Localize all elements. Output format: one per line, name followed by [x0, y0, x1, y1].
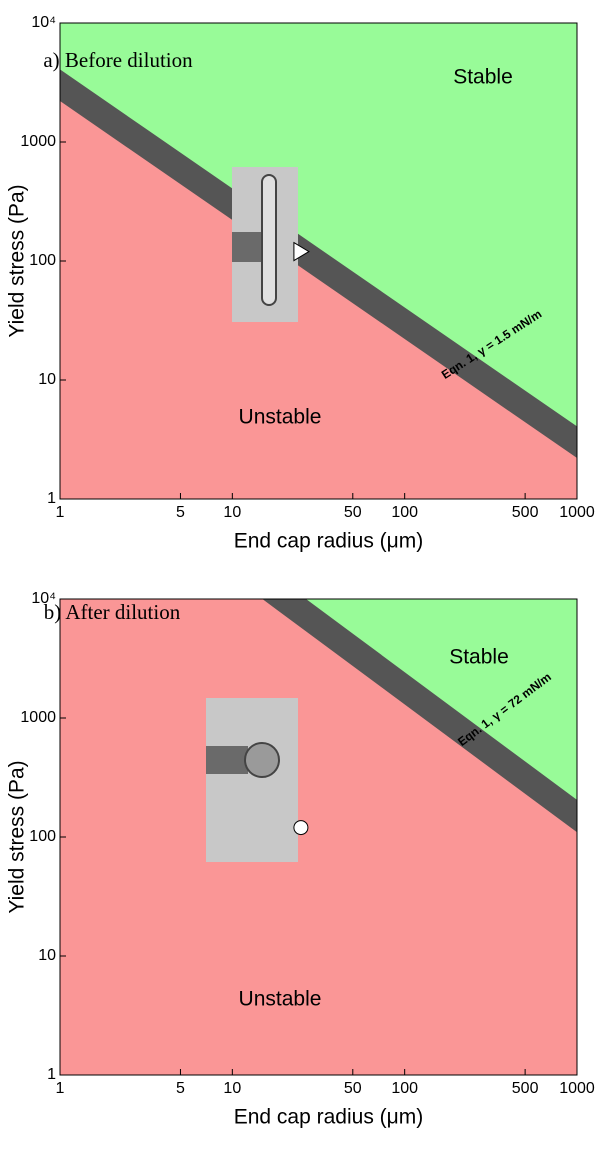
- y-tick-label: 10: [38, 947, 56, 964]
- inset-image: [206, 698, 298, 862]
- x-tick-label: 1000: [559, 504, 595, 521]
- x-tick-label: 1: [56, 1080, 65, 1097]
- y-tick-label: 100: [29, 252, 56, 269]
- figure: Eqn. 1, γ = 1.5 mN/m110100100010⁴1510501…: [0, 0, 603, 1149]
- y-axis-label: Yield stress (Pa): [6, 760, 29, 913]
- y-axis-label: Yield stress (Pa): [6, 184, 29, 337]
- drop: [245, 743, 279, 777]
- pipette: [206, 746, 248, 774]
- y-tick-label: 1000: [20, 133, 56, 150]
- y-tick-label: 10: [38, 371, 56, 388]
- marker: [294, 821, 308, 835]
- panel-title: b) After dilution: [44, 600, 181, 624]
- pipette: [232, 232, 266, 262]
- x-tick-label: 5: [176, 1080, 185, 1097]
- y-tick-label: 100: [29, 828, 56, 845]
- x-axis-label: End cap radius (μm): [234, 530, 424, 553]
- stable-label: Stable: [449, 646, 509, 669]
- x-tick-label: 500: [512, 1080, 539, 1097]
- y-tick-label: 10⁴: [31, 14, 56, 31]
- x-tick-label: 500: [512, 504, 539, 521]
- x-tick-label: 1: [56, 504, 65, 521]
- x-tick-label: 100: [391, 1080, 418, 1097]
- x-tick-label: 10: [223, 504, 241, 521]
- unstable-label: Unstable: [239, 988, 322, 1011]
- stable-label: Stable: [453, 66, 513, 89]
- y-tick-label: 1000: [20, 709, 56, 726]
- panel-title: a) Before dilution: [43, 48, 193, 72]
- x-tick-label: 5: [176, 504, 185, 521]
- x-tick-label: 1000: [559, 1080, 595, 1097]
- rod: [262, 175, 276, 305]
- unstable-label: Unstable: [239, 406, 322, 429]
- x-axis-label: End cap radius (μm): [234, 1106, 424, 1129]
- x-tick-label: 50: [344, 1080, 362, 1097]
- x-tick-label: 100: [391, 504, 418, 521]
- x-tick-label: 50: [344, 504, 362, 521]
- x-tick-label: 10: [223, 1080, 241, 1097]
